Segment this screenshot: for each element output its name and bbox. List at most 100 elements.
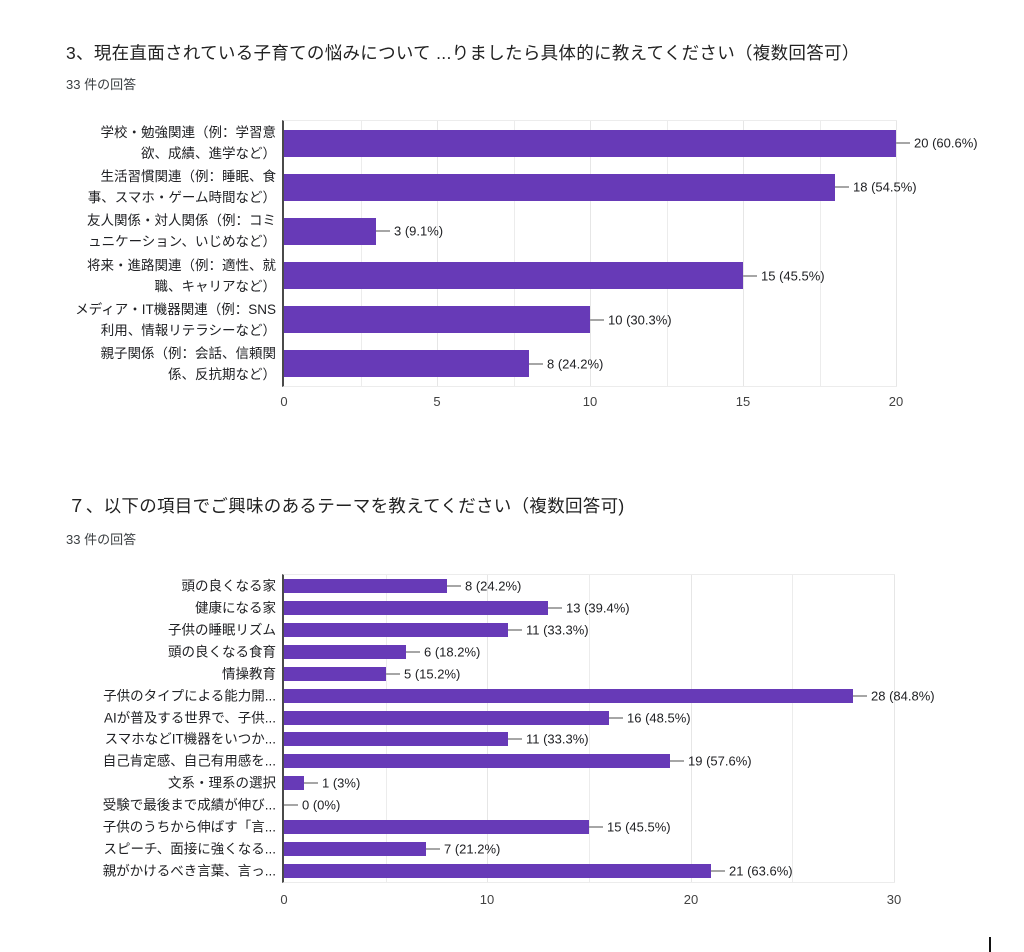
bar <box>284 711 609 725</box>
category-label: 情操教育 <box>222 666 276 682</box>
grid-line <box>667 121 668 386</box>
leader-line <box>304 782 318 784</box>
bar <box>284 218 376 245</box>
grid-line <box>514 121 515 386</box>
category-label: 友人関係・対人関係（例：コミ ュニケーション、いじめなど） <box>87 213 276 250</box>
bar <box>284 645 406 659</box>
grid-line <box>894 575 895 882</box>
category-label: 文系・理系の選択 <box>168 775 276 791</box>
category-label: 受験で最後まで成績が伸び... <box>102 797 276 813</box>
leader-line <box>670 760 684 762</box>
grid-line <box>437 121 438 386</box>
bar-value-label: 1 (3%) <box>322 775 361 791</box>
category-label: 子供のうちから伸ばす「言... <box>102 819 276 835</box>
bar-value-label: 11 (33.3%) <box>526 731 589 747</box>
x-tick-label: 20 <box>683 892 699 907</box>
grid-line <box>743 121 744 386</box>
bar-value-label: 16 (48.5%) <box>627 710 691 726</box>
chart2-response-count: 33 件の回答 <box>66 532 137 547</box>
leader-line <box>284 804 298 806</box>
x-tick-label: 5 <box>433 394 441 409</box>
bar <box>284 130 896 157</box>
leader-line <box>896 142 910 144</box>
category-label: スピーチ、面接に強くなる... <box>103 841 276 857</box>
category-label: スマホなどIT機器をいつか... <box>104 731 276 747</box>
leader-line <box>376 230 390 232</box>
category-label: 親がかけるべき言葉、言っ... <box>102 863 276 879</box>
leader-line <box>853 695 867 697</box>
grid-line <box>792 575 793 882</box>
grid-line <box>386 575 387 882</box>
leader-line <box>386 673 400 675</box>
text-cursor <box>989 937 991 952</box>
bar-value-label: 28 (84.8%) <box>871 688 935 704</box>
bar <box>284 601 548 615</box>
chart1-plot-area: 20 (60.6%) 18 (54.5%) 3 (9.1%) 15 (45.5%) 10… <box>282 120 978 387</box>
x-tick-label: 0 <box>280 892 288 907</box>
category-label: 生活習慣関連（例：睡眠、食 事、スマホ・ゲーム時間など） <box>87 169 276 206</box>
grid-line <box>896 121 897 386</box>
bar-value-label: 0 (0%) <box>302 797 341 813</box>
leader-line <box>590 319 604 321</box>
bar-value-label: 21 (63.6%) <box>729 863 793 879</box>
bar <box>284 262 743 289</box>
bar <box>284 864 711 878</box>
leader-line <box>835 186 849 188</box>
grid-line <box>487 575 488 882</box>
leader-line <box>426 848 440 850</box>
leader-line <box>508 629 522 631</box>
bar-value-label: 10 (30.3%) <box>608 312 672 328</box>
bar-value-label: 19 (57.6%) <box>688 753 752 769</box>
chart1-title: 3、現在直面されている子育ての悩みについて ...りましたら具体的に教えてくださ… <box>66 43 860 63</box>
bar-value-label: 7 (21.2%) <box>444 841 501 857</box>
x-tick-label: 20 <box>888 394 904 409</box>
bar <box>284 623 508 637</box>
leader-line <box>406 651 420 653</box>
category-label: 将来・進路関連（例：適性、就 職、キャリアなど） <box>87 257 276 294</box>
category-label: 頭の良くなる家 <box>181 578 277 594</box>
grid-line <box>589 575 590 882</box>
leader-line <box>589 826 603 828</box>
bar-value-label: 20 (60.6%) <box>914 135 978 151</box>
bar-value-label: 15 (45.5%) <box>761 268 825 284</box>
bar <box>284 842 426 856</box>
chart2-title: ７、以下の項目でご興味のあるテーマを教えてください（複数回答可) <box>68 496 625 516</box>
bar <box>284 350 529 377</box>
grid-line <box>361 121 362 386</box>
x-tick-label: 10 <box>479 892 495 907</box>
bar <box>284 174 835 201</box>
leader-line <box>447 585 461 587</box>
bar <box>284 689 853 703</box>
category-label: メディア・IT機器関連（例：SNS 利用、情報リテラシーなど） <box>75 301 276 338</box>
category-label: 学校・勉強関連（例：学習意 欲、成績、進学など） <box>100 125 277 162</box>
category-label: 子供のタイプによる能力開... <box>103 688 276 704</box>
bar <box>284 667 386 681</box>
leader-line <box>508 738 522 740</box>
chart1-response-count: 33 件の回答 <box>66 77 137 92</box>
bar-value-label: 15 (45.5%) <box>607 819 671 835</box>
leader-line <box>609 717 623 719</box>
grid-line <box>590 121 591 386</box>
bar <box>284 306 590 333</box>
bar-value-label: 8 (24.2%) <box>547 356 604 372</box>
category-label: 親子関係（例：会話、信頼関 係、反抗期など） <box>100 345 277 382</box>
category-label: AIが普及する世界で、子供... <box>104 710 276 726</box>
bar-value-label: 6 (18.2%) <box>424 644 481 660</box>
grid-line <box>820 121 821 386</box>
leader-line <box>743 275 757 277</box>
bar-value-label: 3 (9.1%) <box>394 223 444 239</box>
category-label: 子供の睡眠リズム <box>168 622 276 638</box>
x-tick-label: 15 <box>735 394 751 409</box>
category-label: 頭の良くなる食育 <box>168 644 276 660</box>
x-tick-label: 30 <box>886 892 902 907</box>
bar-value-label: 18 (54.5%) <box>853 179 917 195</box>
category-label: 自己肯定感、自己有用感を... <box>102 753 276 769</box>
x-tick-label: 10 <box>582 394 598 409</box>
bar <box>284 579 447 593</box>
grid-line <box>691 575 692 882</box>
bar-value-label: 11 (33.3%) <box>526 622 589 638</box>
bar <box>284 776 304 790</box>
bar <box>284 732 508 746</box>
x-tick-label: 0 <box>280 394 288 409</box>
